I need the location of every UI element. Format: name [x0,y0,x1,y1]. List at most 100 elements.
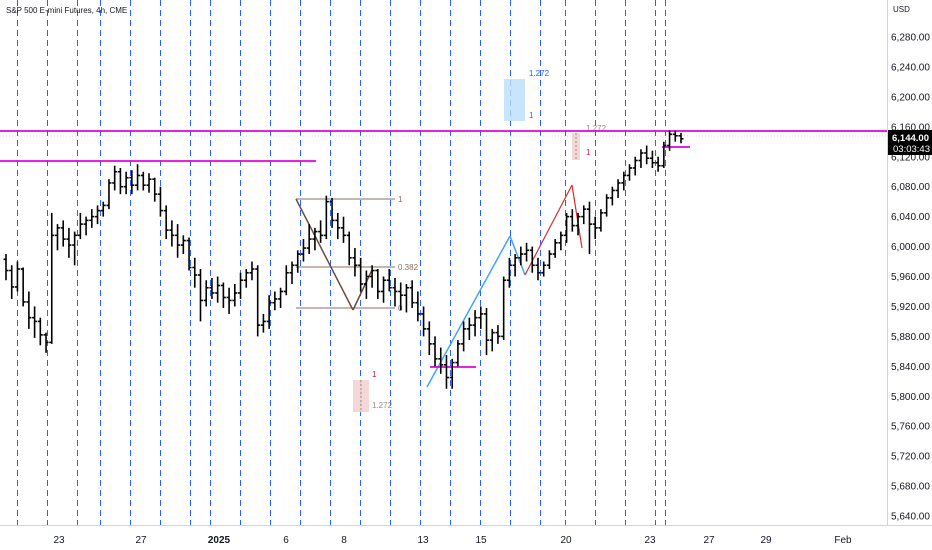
ohlc-bar[interactable] [152,177,158,202]
ohlc-bar[interactable] [632,156,638,176]
ohlc-bar[interactable] [558,231,564,251]
ohlc-bar[interactable] [449,358,455,389]
ohlc-bar[interactable] [146,173,152,193]
ohlc-bar[interactable] [443,355,449,389]
ohlc-bar[interactable] [609,186,615,206]
ohlc-bar[interactable] [569,209,575,232]
ohlc-bar[interactable] [26,291,32,329]
ohlc-bar[interactable] [466,317,472,341]
ohlc-bar[interactable] [226,287,232,314]
ohlc-bar[interactable] [20,267,26,307]
ohlc-bar[interactable] [478,306,484,329]
ohlc-bar[interactable] [140,171,146,191]
ohlc-bar[interactable] [564,212,570,243]
ohlc-bar[interactable] [289,261,295,284]
ohlc-bar[interactable] [421,306,427,337]
ohlc-bar[interactable] [346,231,352,266]
plot-area[interactable] [0,0,887,525]
ohlc-bar[interactable] [575,212,581,236]
ohlc-bar[interactable] [329,197,335,228]
ohlc-bar[interactable] [375,269,381,299]
ohlc-bar[interactable] [426,321,432,356]
ohlc-bar[interactable] [409,280,415,308]
ohlc-bar[interactable] [135,164,141,191]
ohlc-bar[interactable] [192,257,198,288]
ohlc-bar[interactable] [627,164,633,181]
ohlc-bar[interactable] [117,167,123,195]
ohlc-bar[interactable] [180,235,186,255]
ohlc-bar[interactable] [461,321,467,352]
ohlc-bar[interactable] [77,212,83,240]
ohlc-bar[interactable] [358,257,364,292]
ohlc-bar[interactable] [175,224,181,258]
ohlc-bar[interactable] [495,325,501,344]
ohlc-bar[interactable] [438,347,444,374]
ohlc-bar[interactable] [455,340,461,367]
ohlc-bar[interactable] [14,261,20,292]
ohlc-bar[interactable] [386,269,392,292]
ohlc-bar[interactable] [398,282,404,311]
ohlc-bar[interactable] [243,269,249,288]
ohlc-bar[interactable] [335,212,341,240]
ohlc-bar[interactable] [621,171,627,191]
ohlc-bar[interactable] [278,287,284,308]
ohlc-bar[interactable] [649,150,655,168]
ohlc-bar[interactable] [9,265,15,299]
ohlc-bar[interactable] [363,270,369,299]
ohlc-bar[interactable] [100,201,106,217]
ohlc-bar[interactable] [106,179,112,210]
ohlc-bar[interactable] [283,265,289,296]
ohlc-bar[interactable] [295,250,301,273]
ohlc-bar[interactable] [49,212,55,344]
horizontal-levels[interactable] [0,130,887,368]
price-axis-pane[interactable] [887,0,932,525]
ohlc-bar[interactable] [678,132,684,144]
ohlc-bar[interactable] [54,224,60,251]
ohlc-bar[interactable] [163,205,169,240]
ohlc-bar[interactable] [415,291,421,322]
ohlc-bar[interactable] [249,261,255,281]
ohlc-bar[interactable] [112,165,118,191]
ohlc-bar[interactable] [300,239,306,262]
time-axis-pane[interactable] [0,525,932,550]
ohlc-bar[interactable] [32,306,38,338]
ohlc-bar[interactable] [501,276,507,341]
ohlc-bar[interactable] [535,257,541,281]
ohlc-bar[interactable] [489,328,495,352]
ohlc-bar[interactable] [186,237,192,271]
ohlc-bar[interactable] [552,239,558,258]
ohlc-bars[interactable] [3,130,684,389]
ohlc-bar[interactable] [512,254,518,277]
ohlc-bar[interactable] [341,216,346,243]
ohlc-bar[interactable] [546,250,552,270]
ohlc-bar[interactable] [60,220,66,247]
ohlc-bar[interactable] [306,224,312,255]
ohlc-bar[interactable] [215,276,221,303]
ohlc-bar[interactable] [661,141,667,168]
ohlc-bar[interactable] [667,130,673,151]
ohlc-bar[interactable] [95,205,101,225]
ohlc-bar[interactable] [403,283,409,313]
ohlc-bar[interactable] [66,227,72,258]
ohlc-bar[interactable] [369,265,375,288]
ohlc-bar[interactable] [43,332,49,353]
ohlc-bar[interactable] [581,205,587,225]
ohlc-bar[interactable] [506,257,512,288]
ohlc-bar[interactable] [655,156,661,172]
ohlc-bar[interactable] [123,171,129,195]
ohlc-bar[interactable] [529,246,535,273]
ohlc-bar[interactable] [432,336,438,367]
ohlc-bar[interactable] [541,261,547,277]
ohlc-bar[interactable] [255,265,261,337]
ohlc-bar[interactable] [203,280,209,307]
ohlc-bar[interactable] [220,282,226,308]
ohlc-bar[interactable] [312,227,318,251]
ohlc-bar[interactable] [83,216,89,236]
ohlc-bar[interactable] [524,242,530,262]
ohlc-bar[interactable] [586,201,592,255]
ohlc-bar[interactable] [638,149,644,168]
ohlc-bar[interactable] [592,216,598,240]
ohlc-bar[interactable] [209,277,215,299]
ohlc-bar[interactable] [89,209,95,228]
